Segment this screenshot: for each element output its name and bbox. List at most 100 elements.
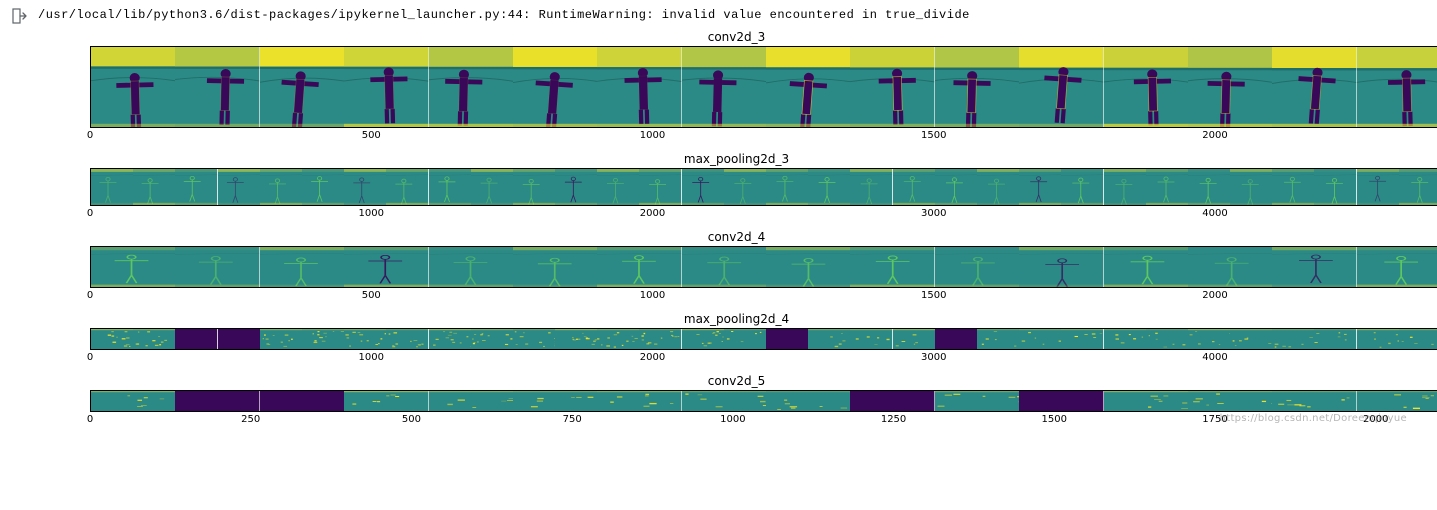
feature-map-tile [344,391,428,411]
feature-map-tile [935,247,1019,287]
feature-map-tile [1272,391,1356,411]
feature-map-tile [513,47,597,127]
x-ticks: 0 500 1000 1500 2000 [90,288,1437,302]
feature-map-tile [1272,329,1314,349]
feature-map-tile [1019,169,1061,205]
feature-map-tile [344,247,428,287]
feature-map-tile [260,47,344,127]
feature-map-tile [682,391,766,411]
feature-map-tile [808,329,850,349]
feature-map-tile [597,47,681,127]
feature-map-tile [344,169,386,205]
x-ticks: 0500100015002000 [90,128,1437,142]
x-tick-label: 1000 [720,414,745,425]
feature-map-tile [1188,391,1272,411]
feature-map-tile [513,247,597,287]
feature-map-tile [850,47,934,127]
feature-map-tile [555,169,597,205]
x-tick-label: 1500 [1042,414,1067,425]
feature-map-tile [1104,247,1188,287]
feature-map-tile [935,391,1019,411]
feature-map-tile [1272,169,1314,205]
feature-map-tile [850,329,892,349]
x-ticks: 01000200030004000 [90,206,1437,220]
feature-map-tile [386,169,428,205]
x-tick-label: 2000 [640,352,665,363]
feature-map-tile [91,247,175,287]
x-tick-label: 0 [87,290,93,301]
feature-map-tile [429,47,513,127]
feature-map-tile [1399,329,1437,349]
feature-map-tile [850,169,892,205]
plot-title: max_pooling2d_3 [48,152,1425,166]
feature-map-tile [1019,329,1061,349]
plot-conv2d_3: conv2d_3 [48,30,1425,142]
plot-conv2d_4: conv2d_4 [48,230,1425,302]
axes-frame: 0100 [90,168,1437,206]
feature-map-tile [766,247,850,287]
feature-map-tile [1146,169,1188,205]
feature-map-tile [218,329,260,349]
y-tick-label: 0 [90,246,91,253]
feature-map-tile [175,47,259,127]
plot-conv2d_5: conv2d_5 [48,374,1425,426]
plot-title: conv2d_4 [48,230,1425,244]
feature-map-tile [133,169,175,205]
x-ticks: 01000200030004000 [90,350,1437,364]
feature-map-tile [429,391,513,411]
x-tick-label: 1500 [921,130,946,141]
feature-map-tile [218,169,260,205]
feature-map-tile [597,169,639,205]
x-tick-label: 0 [87,352,93,363]
feature-map-tile [1272,47,1356,127]
feature-map-tile [1061,329,1103,349]
x-tick-label: 1500 [921,290,946,301]
feature-map-tile [302,329,344,349]
feature-map-tile [1357,47,1437,127]
plot-title: conv2d_3 [48,30,1425,44]
feature-map-tile [935,169,977,205]
feature-map-tile [513,391,597,411]
feature-map-tile [893,169,935,205]
feature-map-tile [682,329,724,349]
feature-map-tile [1104,391,1188,411]
feature-map-tile [260,329,302,349]
plot-title: conv2d_5 [48,374,1425,388]
feature-map-tile [1357,329,1399,349]
x-tick-label: 4000 [1202,208,1227,219]
x-tick-label: 1000 [640,130,665,141]
feature-map-tile [766,391,850,411]
feature-map-tile [91,47,175,127]
feature-map-tile [766,169,808,205]
x-tick-label: 3000 [921,208,946,219]
feature-map-tile [597,247,681,287]
feature-map-tile [1357,247,1437,287]
x-tick-label: 2000 [1202,130,1227,141]
feature-map-tile [175,247,259,287]
feature-map-tile [597,329,639,349]
x-tick-label: 4000 [1202,352,1227,363]
x-tick-label: 1000 [640,290,665,301]
feature-map-tile [682,169,724,205]
y-tick-label: 0 [90,390,91,397]
feature-map-tile [302,169,344,205]
plot-title: max_pooling2d_4 [48,312,1425,326]
feature-map-tile [1104,169,1146,205]
x-tick-label: 2000 [1202,290,1227,301]
x-tick-label: 0 [87,130,93,141]
x-tick-label: 1000 [359,352,384,363]
output-arrow-icon [12,8,28,24]
feature-map-tile [133,329,175,349]
feature-map-tile [91,169,133,205]
feature-map-tile [386,329,428,349]
feature-map-tile [513,169,555,205]
x-tick-label: 500 [362,290,381,301]
x-tick-label: 750 [563,414,582,425]
feature-map-tile [1357,391,1437,411]
feature-map-tile [344,329,386,349]
axes-frame: 025 [90,390,1437,412]
feature-map-tile [1399,169,1437,205]
feature-map-tile [724,329,766,349]
y-tick-label: 0 [90,46,91,53]
y-tick-label: 50 [90,82,91,93]
